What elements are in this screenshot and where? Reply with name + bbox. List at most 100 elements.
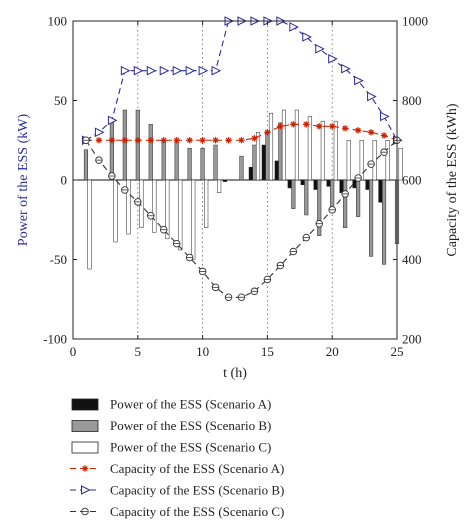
circle-marker <box>250 287 259 296</box>
lines-layer <box>81 16 403 302</box>
asterisk-marker <box>212 137 219 144</box>
asterisk-stroke <box>225 137 232 143</box>
y-left-tick-label: 0 <box>61 173 68 188</box>
asterisk-stroke <box>96 137 102 143</box>
asterisk-marker <box>173 137 180 144</box>
triangle-marker <box>328 53 338 64</box>
circle-marker <box>263 275 272 284</box>
legend-swatch <box>71 420 99 432</box>
asterisk-marker <box>160 137 167 144</box>
asterisk-marker <box>95 137 103 144</box>
triangle-marker <box>120 65 131 76</box>
triangle-marker <box>302 32 312 42</box>
y-right-tick-label: 200 <box>402 332 422 347</box>
x-axis-title: t (h) <box>223 366 247 381</box>
asterisk-marker <box>199 137 206 144</box>
bar <box>304 179 309 216</box>
bar <box>369 179 374 257</box>
circle-marker <box>354 174 362 182</box>
bar <box>113 179 118 243</box>
asterisk-stroke <box>186 137 193 143</box>
bar <box>307 116 312 181</box>
legend-capacity-scenario-b: Capacity of the ESS (Scenario B) <box>70 483 284 498</box>
asterisk-marker <box>251 135 258 142</box>
circle-marker <box>315 219 323 228</box>
asterisk-marker <box>303 121 310 128</box>
asterisk-marker <box>264 129 271 136</box>
bar <box>313 179 318 190</box>
bar <box>213 144 218 181</box>
x-tick-label: 0 <box>70 344 77 359</box>
y-left-tick-label: -50 <box>50 252 67 267</box>
ticks-layer: 0 5 10 15 20 25 -100 -50 0 50 100 200 400 600 800 1000 <box>43 14 428 360</box>
triangle-marker <box>185 65 196 76</box>
bar <box>287 179 292 189</box>
bars-layer <box>83 109 403 270</box>
legend-label: Capacity of the ESS (Scenario A) <box>110 461 284 476</box>
bar <box>83 149 89 181</box>
bar <box>217 179 222 193</box>
y-left-tick-label: 100 <box>48 14 68 29</box>
triangle-marker <box>289 22 299 32</box>
asterisk-marker <box>147 137 154 144</box>
legend: Power of the ESS (Scenario A) Power of th… <box>70 397 284 519</box>
asterisk-stroke <box>251 135 258 141</box>
asterisk-marker <box>225 137 232 144</box>
asterisk-marker <box>329 123 336 130</box>
bar <box>161 140 166 181</box>
bar <box>252 144 257 181</box>
x-tick-label: 5 <box>135 344 142 359</box>
legend-label: Power of the ESS (Scenario C) <box>110 440 271 455</box>
triangle-marker <box>341 63 351 74</box>
circle-marker <box>81 507 89 516</box>
bar <box>122 109 127 181</box>
y-left-tick-label: -100 <box>43 332 67 347</box>
circle-marker <box>367 160 375 168</box>
bar <box>326 179 331 187</box>
asterisk-stroke <box>135 137 141 143</box>
triangle-marker <box>211 65 222 76</box>
legend-capacity-scenario-c: Capacity of the ESS (Scenario C) <box>70 504 284 519</box>
asterisk-stroke <box>290 121 297 128</box>
bar <box>320 120 325 181</box>
asterisk-stroke <box>122 137 128 143</box>
bar <box>281 109 287 181</box>
bar <box>385 140 390 181</box>
asterisk-stroke <box>264 129 271 135</box>
asterisk-stroke <box>381 132 387 139</box>
bar <box>248 167 253 181</box>
circle-marker <box>134 198 142 206</box>
bar <box>239 155 244 181</box>
asterisk-marker <box>81 465 89 472</box>
circle-marker <box>198 267 207 276</box>
asterisk-stroke <box>148 137 154 143</box>
circle-marker <box>380 148 388 156</box>
bar <box>261 144 266 181</box>
asterisk-marker <box>121 137 129 144</box>
legend-label: Capacity of the ESS (Scenario C) <box>110 504 284 519</box>
asterisk-marker <box>341 125 349 132</box>
circle-marker <box>159 225 168 234</box>
bar <box>291 179 296 209</box>
circle-marker <box>211 283 220 292</box>
asterisk-stroke <box>355 127 361 133</box>
y-right-tick-label: 400 <box>402 252 422 267</box>
asterisk-stroke <box>173 137 180 143</box>
bar <box>148 124 153 181</box>
asterisk-stroke <box>161 137 167 143</box>
bar <box>339 179 344 193</box>
x-tick-label: 15 <box>261 344 274 359</box>
y-axis-left-title: Power of the ESS (kW) <box>16 114 31 247</box>
asterisk-marker <box>186 137 193 144</box>
bar <box>126 179 131 235</box>
bar <box>87 179 92 270</box>
bar <box>165 179 170 240</box>
bar <box>294 109 299 181</box>
bar <box>398 147 403 181</box>
circle-marker <box>95 156 103 164</box>
bar <box>333 120 338 181</box>
legend-label: Power of the ESS (Scenario A) <box>110 397 271 412</box>
asterisk-marker <box>290 121 297 128</box>
asterisk-marker <box>316 123 323 130</box>
legend-power-scenario-a: Power of the ESS (Scenario A) <box>71 397 271 412</box>
